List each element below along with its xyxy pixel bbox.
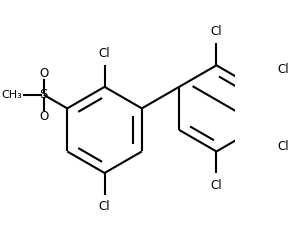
Text: O: O [39,110,48,123]
Text: S: S [40,88,48,101]
Text: Cl: Cl [277,64,289,76]
Text: O: O [39,67,48,80]
Text: CH₃: CH₃ [1,90,22,100]
Text: Cl: Cl [211,179,222,192]
Text: Cl: Cl [99,46,110,60]
Text: Cl: Cl [211,25,222,38]
Text: Cl: Cl [99,200,110,213]
Text: Cl: Cl [277,140,289,153]
